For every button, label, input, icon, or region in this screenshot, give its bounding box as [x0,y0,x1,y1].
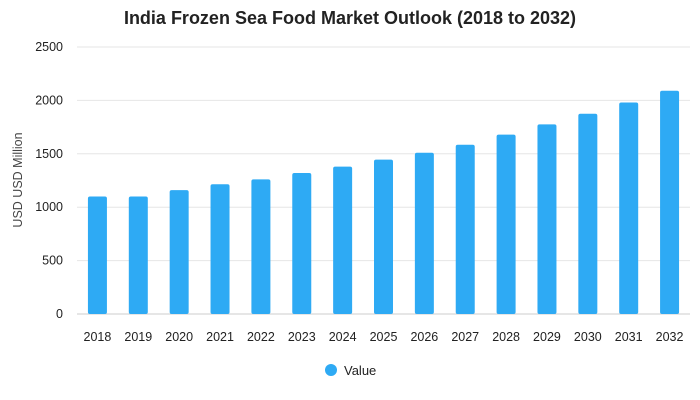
y-tick-label: 1000 [35,200,63,214]
x-tick-label: 2024 [329,330,357,344]
x-tick-label: 2028 [492,330,520,344]
x-tick-label: 2021 [206,330,234,344]
x-tick-label: 2031 [615,330,643,344]
bar-2026[interactable] [414,152,434,314]
chart-title: India Frozen Sea Food Market Outlook (20… [123,8,577,28]
x-tick-label: 2026 [410,330,438,344]
x-tick-label: 2019 [124,330,152,344]
bar-2029[interactable] [537,124,557,315]
x-tick-label: 2023 [288,330,316,344]
bar-2030[interactable] [578,113,598,314]
bars [87,90,680,315]
x-tick-label: 2032 [656,330,684,344]
x-tick-label: 2022 [247,330,275,344]
bar-2018[interactable] [87,196,107,314]
bar-2025[interactable] [374,159,393,314]
x-tick-label: 2030 [574,330,602,344]
y-tick-label: 500 [42,254,63,268]
y-axis-title: USD USD Million [11,132,25,227]
bar-2021[interactable] [210,184,230,314]
bar-2023[interactable] [292,173,312,314]
legend[interactable]: Value [325,363,376,378]
legend-marker [325,364,337,376]
x-axis-ticks: 2018 2019 2020 2021 2022 2023 2024 2025 2026 2027… [84,330,684,344]
bar-2024[interactable] [333,166,353,314]
y-tick-label: 0 [56,307,63,321]
bar-2020[interactable] [169,190,189,314]
bar-2032[interactable] [660,90,680,315]
x-tick-label: 2018 [84,330,112,344]
x-tick-label: 2025 [370,330,398,344]
y-tick-label: 2000 [35,93,63,107]
legend-label: Value [344,363,376,378]
y-tick-label: 2500 [35,40,63,54]
bar-2031[interactable] [619,102,639,314]
x-tick-label: 2029 [533,330,561,344]
y-axis-ticks: 0 500 1000 1500 2000 2500 [35,40,63,321]
bar-2028[interactable] [496,134,516,314]
bar-2022[interactable] [251,179,271,314]
bar-2027[interactable] [455,144,475,314]
y-tick-label: 1500 [35,147,63,161]
x-tick-label: 2020 [165,330,193,344]
bar-2019[interactable] [128,196,148,314]
x-tick-label: 2027 [451,330,479,344]
